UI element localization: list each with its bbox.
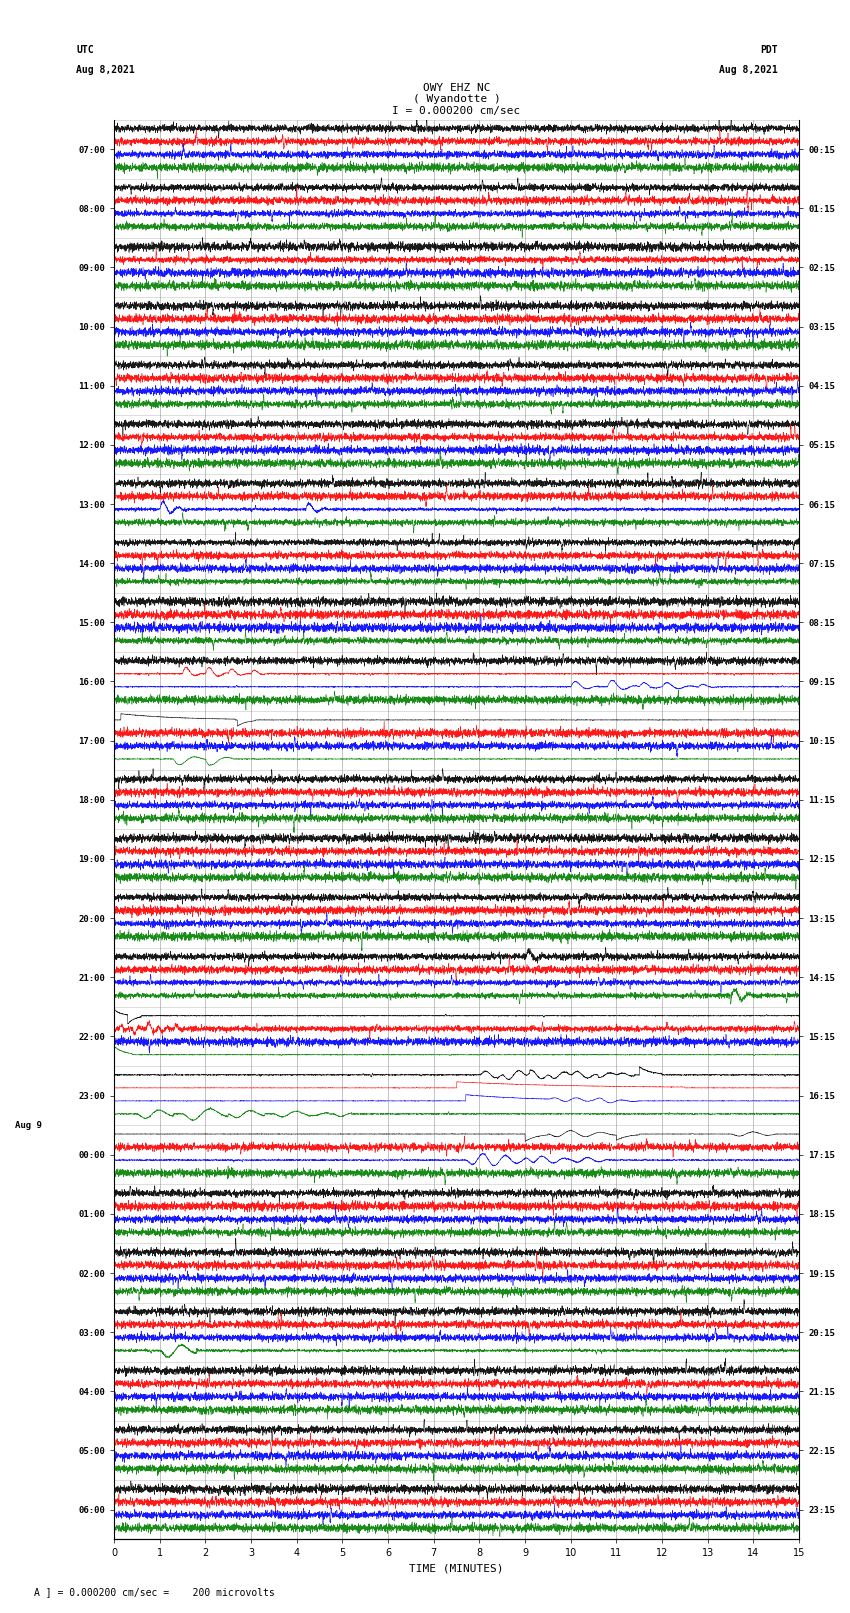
Text: Aug 9: Aug 9 (15, 1121, 42, 1129)
X-axis label: TIME (MINUTES): TIME (MINUTES) (410, 1565, 504, 1574)
Text: Aug 8,2021: Aug 8,2021 (76, 65, 135, 74)
Text: PDT: PDT (760, 45, 778, 55)
Text: UTC: UTC (76, 45, 94, 55)
Text: A ] = 0.000200 cm/sec =    200 microvolts: A ] = 0.000200 cm/sec = 200 microvolts (34, 1587, 275, 1597)
Text: Aug 8,2021: Aug 8,2021 (719, 65, 778, 74)
Title: OWY EHZ NC
( Wyandotte )
I = 0.000200 cm/sec: OWY EHZ NC ( Wyandotte ) I = 0.000200 cm… (393, 82, 521, 116)
